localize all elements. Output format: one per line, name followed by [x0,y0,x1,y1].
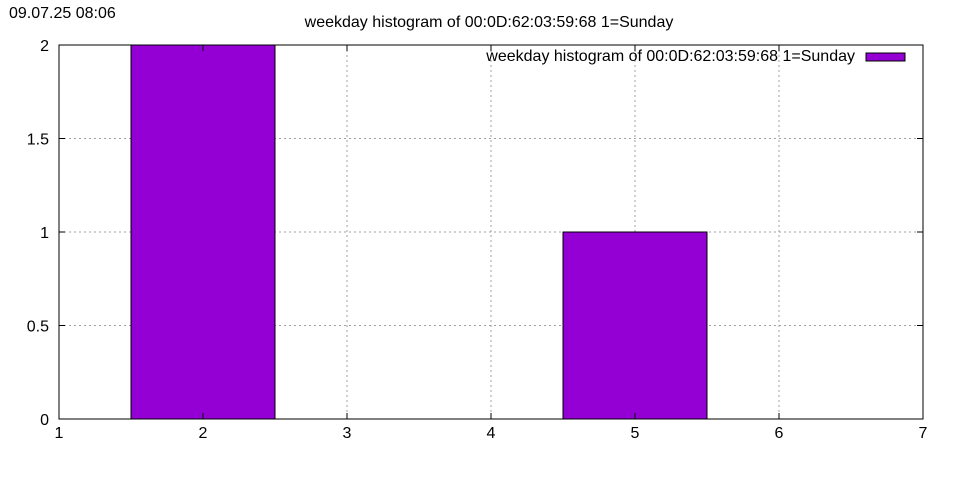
legend-swatch [865,52,906,62]
chart-title: weekday histogram of 00:0D:62:03:59:68 1… [304,14,674,31]
histogram-bar [562,231,708,420]
x-tick-label: 4 [487,425,496,442]
x-tick-label: 2 [199,425,208,442]
y-tick-label: 1.5 [27,132,49,149]
x-tick-label: 6 [775,425,784,442]
y-tick-label: 1 [40,225,49,242]
bars [130,44,708,420]
x-tick-label: 1 [55,425,64,442]
legend: weekday histogram of 00:0D:62:03:59:68 1… [485,48,906,65]
x-tick-label: 7 [919,425,928,442]
y-tick-label: 0 [40,412,49,429]
y-tick-label: 2 [40,38,49,55]
x-tick-label: 5 [631,425,640,442]
legend-label: weekday histogram of 00:0D:62:03:59:68 1… [485,48,855,65]
axis-ticks: 1 2 3 4 5 6 7 0 0.5 1 1.5 2 [27,38,928,442]
y-tick-label: 0.5 [27,319,49,336]
histogram-bar [130,44,276,420]
x-tick-label: 3 [343,425,352,442]
timestamp-label: 09.07.25 08:06 [9,5,116,22]
